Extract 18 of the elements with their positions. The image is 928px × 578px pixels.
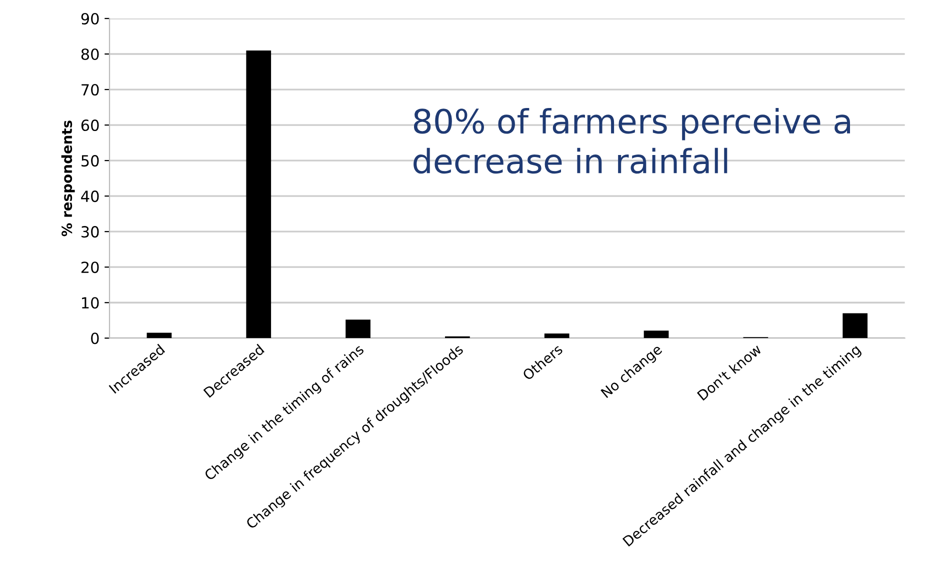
y-tick-label: 10 <box>82 297 99 309</box>
y-tick-label: 80 <box>81 48 99 60</box>
bar <box>146 332 172 338</box>
y-tick-label: 60 <box>81 120 99 132</box>
y-tick-label: 30 <box>82 226 99 238</box>
y-tick-label: 20 <box>81 262 99 274</box>
y-tick-label: 0 <box>91 332 99 344</box>
y-tick-label: 50 <box>82 155 99 167</box>
bar <box>842 313 868 338</box>
bar <box>346 320 370 338</box>
y-tick-label: 70 <box>82 84 99 96</box>
annotation: 80% of farmers perceive a decrease in rainfall <box>414 108 850 174</box>
y-axis-title: % respondents <box>61 120 75 236</box>
bar <box>544 334 570 338</box>
y-tick-label: 40 <box>81 190 99 202</box>
bar <box>644 330 669 338</box>
bar <box>246 50 272 338</box>
y-tick-label: 90 <box>81 12 99 25</box>
